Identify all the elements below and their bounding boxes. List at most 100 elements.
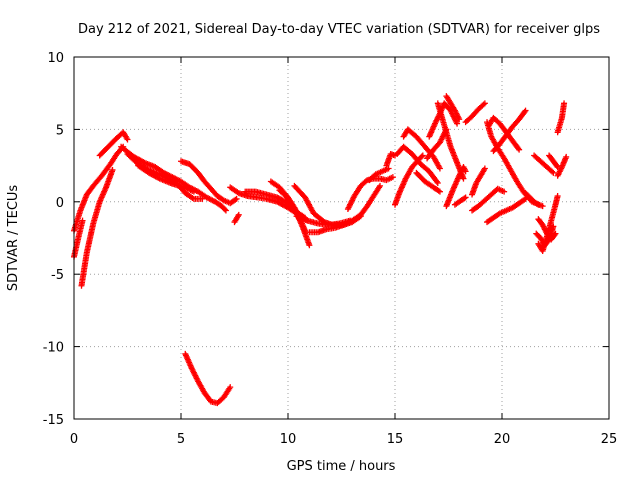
series-a	[71, 143, 127, 234]
data-point	[109, 166, 116, 173]
data-point	[79, 217, 86, 224]
data-point	[227, 384, 234, 391]
data-point	[221, 206, 228, 213]
data-point	[554, 193, 561, 200]
series-aa	[434, 100, 467, 182]
grid-lines	[74, 57, 609, 419]
data-point	[563, 153, 570, 160]
series-al	[522, 190, 542, 208]
data-point	[419, 152, 426, 159]
data-point	[462, 194, 469, 201]
x-tick-label: 10	[280, 432, 297, 447]
x-tick-label: 25	[601, 432, 618, 447]
data-point	[553, 162, 560, 169]
data-point	[516, 146, 523, 153]
series-c	[78, 166, 116, 289]
data-point	[550, 169, 557, 176]
data-point	[199, 195, 206, 202]
series-s	[366, 165, 392, 184]
data-point	[522, 195, 529, 202]
y-tick-label: -15	[43, 413, 64, 428]
x-tick-labels: 0 5 10 15 20 25	[70, 432, 617, 447]
data-point	[124, 136, 131, 143]
y-tick-label: 10	[47, 51, 64, 66]
data-point	[522, 107, 529, 114]
series-aj	[490, 107, 529, 155]
data-point	[233, 195, 240, 202]
data-point	[521, 196, 528, 203]
series-ai	[484, 195, 529, 226]
data-point	[501, 188, 508, 195]
y-axis-label: SDTVAR / TECUs	[6, 185, 21, 292]
series-v	[394, 143, 441, 186]
data-point	[481, 100, 488, 107]
series-as	[554, 153, 570, 179]
data-point	[190, 188, 197, 195]
data-point	[232, 196, 239, 203]
series-ae	[462, 100, 488, 126]
data-point	[561, 100, 568, 107]
series-ad	[451, 194, 469, 208]
x-tick-label: 20	[494, 432, 511, 447]
y-tick-label: 0	[56, 196, 64, 211]
data-point	[435, 187, 442, 194]
series-y	[426, 100, 461, 140]
y-tick-label: 5	[56, 123, 64, 138]
data-point	[535, 201, 542, 208]
series-ap	[533, 223, 557, 249]
data-point	[155, 174, 162, 181]
series-b	[71, 217, 86, 260]
series-r	[344, 174, 396, 213]
series-ac	[443, 164, 469, 210]
data-point	[461, 195, 468, 202]
y-tick-labels: 10 5 0 -5 -10 -15	[43, 51, 64, 428]
data-point	[377, 182, 384, 189]
data-point	[539, 203, 546, 210]
series-x	[413, 169, 443, 195]
axis-ticks	[73, 56, 610, 420]
series-ab	[443, 93, 463, 123]
data-point	[306, 242, 313, 249]
series-h	[178, 158, 240, 207]
data-point	[481, 165, 488, 172]
data-point	[436, 188, 443, 195]
series-z	[424, 126, 450, 162]
data-point	[140, 158, 147, 165]
data-point	[456, 116, 463, 123]
chart-title: Day 212 of 2021, Sidereal Day-to-day VTE…	[78, 22, 600, 37]
data-point	[460, 175, 467, 182]
y-tick-label: -10	[43, 341, 64, 356]
series-q	[306, 182, 384, 236]
series-am	[531, 152, 557, 176]
data-point	[454, 120, 461, 127]
data-point	[436, 165, 443, 172]
series-ar	[554, 100, 568, 136]
series-ak	[486, 114, 523, 153]
series-w	[400, 126, 443, 172]
data-point	[222, 207, 229, 214]
series-af	[469, 165, 488, 198]
data-point	[418, 153, 425, 160]
x-tick-label: 0	[70, 432, 78, 447]
data-point	[462, 168, 469, 175]
plot-frame	[73, 56, 610, 420]
series-g	[135, 162, 197, 195]
data-point	[515, 145, 522, 152]
data-point	[433, 178, 440, 185]
x-axis-label: GPS time / hours	[287, 459, 396, 474]
series-i	[182, 350, 234, 407]
data-point	[480, 101, 487, 108]
series-aq	[546, 152, 561, 171]
data-points	[71, 93, 570, 407]
data-point	[550, 223, 557, 230]
y-tick-label: -5	[51, 268, 64, 283]
data-point	[521, 108, 528, 115]
data-point	[235, 211, 242, 218]
series-u	[392, 152, 426, 208]
series-j	[231, 211, 242, 226]
data-point	[549, 168, 556, 175]
series-ah	[484, 119, 546, 210]
series-ag	[469, 185, 508, 214]
data-point	[389, 174, 396, 181]
